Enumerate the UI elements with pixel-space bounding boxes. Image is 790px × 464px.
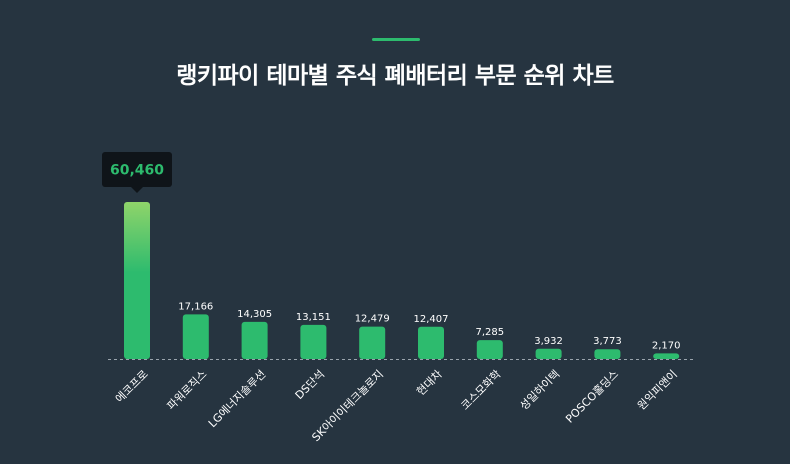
bar-10[interactable]	[653, 353, 680, 359]
bar-9[interactable]	[594, 349, 621, 359]
bar-value-label: 3,932	[534, 336, 563, 347]
category-label: 파워로직스	[165, 368, 210, 413]
bar-value-label: 17,166	[178, 301, 213, 312]
title-accent-line	[372, 38, 420, 41]
bar-6[interactable]	[418, 326, 444, 359]
bar-value-label: 14,305	[237, 309, 272, 320]
category-label: 성일하이텍	[517, 367, 563, 413]
bar-8[interactable]	[535, 348, 562, 359]
bar-3[interactable]	[241, 321, 268, 359]
category-label: 현대차	[414, 368, 445, 399]
bar-value-label: 3,773	[593, 336, 622, 347]
bar-4[interactable]	[300, 324, 327, 359]
bar-7[interactable]	[476, 340, 503, 359]
bar-1[interactable]	[124, 202, 150, 359]
category-label: LG에너지솔루션	[206, 368, 268, 430]
category-label: 코스모화학	[459, 368, 504, 413]
bar-2[interactable]	[182, 314, 209, 359]
chart-title: 랭키파이 테마별 주식 폐배터리 부문 순위 차트	[176, 63, 614, 89]
bar-value-label: 2,170	[652, 340, 681, 351]
category-label: POSCO홀딩스	[563, 368, 621, 426]
tooltip-pointer	[131, 187, 143, 193]
bar-5[interactable]	[359, 326, 386, 359]
category-label: 원익피앤이	[635, 368, 680, 413]
bar-value-label: 7,285	[475, 327, 504, 338]
tooltip-box	[102, 152, 172, 187]
category-label: DS단석	[293, 368, 327, 402]
tooltip-value: 60,460	[110, 163, 164, 179]
category-label: 에코프로	[113, 368, 151, 406]
bar-value-label: 13,151	[296, 312, 331, 323]
bar-value-label: 12,479	[355, 314, 390, 325]
bar-value-label: 12,407	[414, 314, 449, 325]
